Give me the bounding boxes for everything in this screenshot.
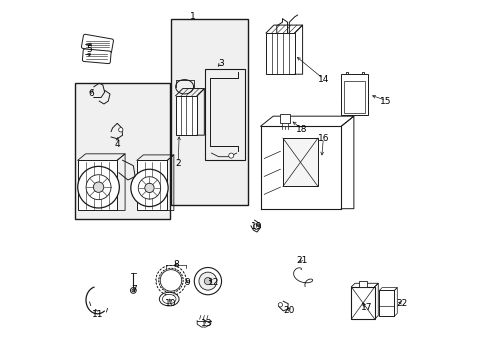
Text: 7: 7: [131, 285, 137, 294]
Bar: [344, 81, 364, 113]
Circle shape: [131, 169, 168, 207]
Bar: [175, 96, 197, 135]
Circle shape: [253, 224, 259, 229]
Circle shape: [138, 177, 161, 199]
FancyBboxPatch shape: [81, 34, 113, 53]
Bar: [281, 123, 287, 126]
Bar: [351, 287, 374, 319]
Bar: [78, 160, 117, 211]
Text: 18: 18: [296, 125, 307, 134]
Text: 2: 2: [175, 159, 181, 168]
Circle shape: [278, 303, 282, 307]
Circle shape: [130, 288, 136, 293]
Circle shape: [144, 183, 154, 193]
Circle shape: [93, 182, 103, 192]
Bar: [379, 291, 394, 316]
Circle shape: [204, 278, 211, 285]
Text: 22: 22: [396, 299, 407, 308]
Circle shape: [86, 175, 111, 200]
Text: 12: 12: [208, 278, 219, 287]
Bar: [265, 33, 294, 74]
Text: 15: 15: [380, 96, 391, 105]
FancyBboxPatch shape: [82, 49, 111, 64]
Text: 14: 14: [317, 75, 328, 84]
Circle shape: [119, 128, 122, 132]
Text: 1: 1: [189, 12, 195, 21]
Ellipse shape: [159, 292, 179, 306]
Bar: [171, 19, 247, 205]
Circle shape: [132, 289, 135, 292]
Bar: [279, 114, 290, 123]
Circle shape: [160, 270, 182, 291]
Text: 21: 21: [296, 256, 307, 265]
Text: 20: 20: [283, 306, 294, 315]
Bar: [341, 74, 367, 116]
Text: 16: 16: [317, 134, 328, 143]
Ellipse shape: [162, 294, 176, 304]
Circle shape: [194, 267, 221, 295]
Text: 17: 17: [360, 303, 371, 312]
Text: 3: 3: [218, 59, 224, 68]
Bar: [359, 282, 366, 287]
Text: 6: 6: [88, 89, 94, 98]
Circle shape: [199, 272, 217, 290]
Text: 9: 9: [184, 278, 190, 287]
Text: 19: 19: [251, 222, 262, 231]
Text: 11: 11: [92, 310, 103, 319]
Bar: [75, 83, 170, 220]
Circle shape: [228, 153, 233, 158]
Bar: [137, 160, 167, 211]
Bar: [204, 69, 244, 160]
Text: 8: 8: [173, 260, 179, 269]
Circle shape: [78, 166, 119, 208]
Text: 4: 4: [114, 140, 120, 149]
Text: 10: 10: [165, 299, 176, 308]
Text: 13: 13: [201, 319, 212, 328]
Bar: [282, 138, 317, 186]
Text: 5: 5: [86, 45, 92, 54]
